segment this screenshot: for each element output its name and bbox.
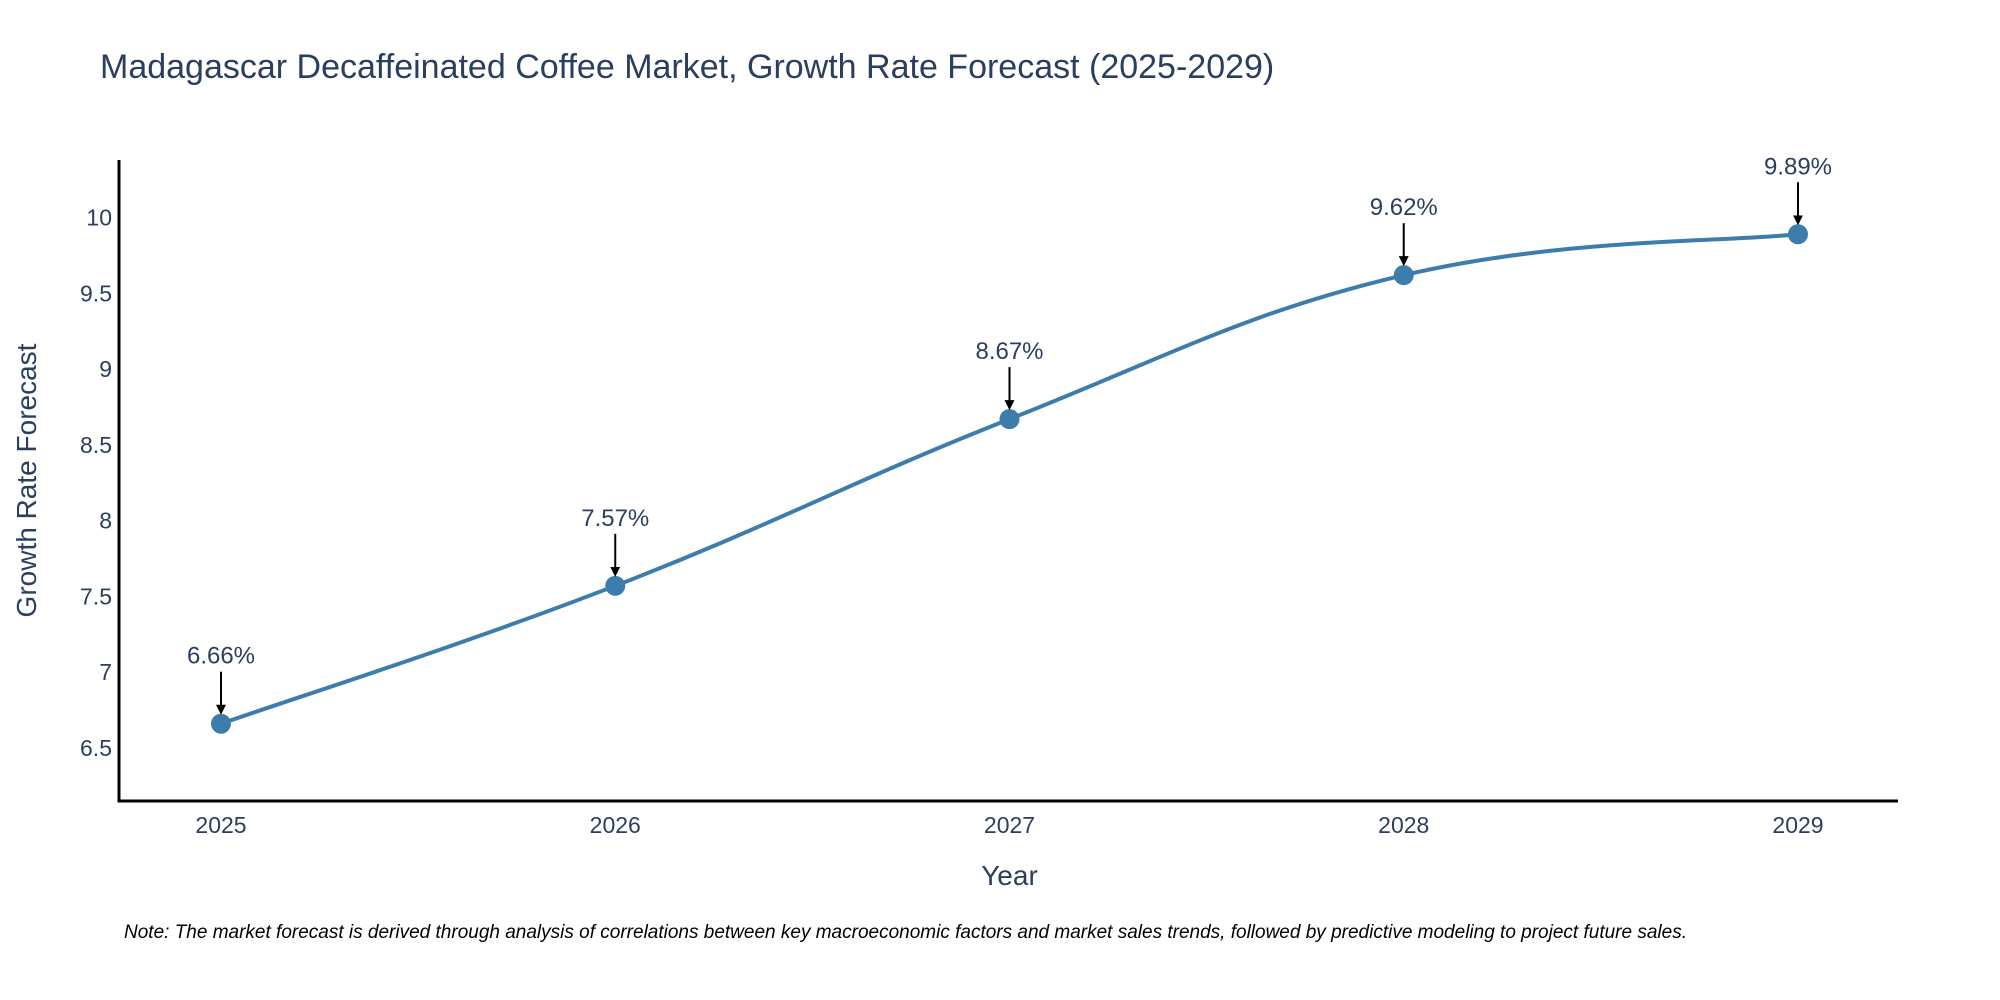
data-point xyxy=(605,575,626,596)
y-tick-label: 10 xyxy=(86,205,112,231)
y-tick-label: 7 xyxy=(99,659,112,685)
data-label: 7.57% xyxy=(581,505,649,532)
series-line xyxy=(220,232,1799,726)
y-tick-label: 8.5 xyxy=(80,432,112,458)
data-point xyxy=(1788,224,1808,245)
data-point xyxy=(1393,265,1414,286)
x-tick-label: 2025 xyxy=(195,812,246,838)
y-axis-title: Growth Rate Forecast xyxy=(11,343,42,617)
data-label: 9.89% xyxy=(1764,153,1832,180)
data-label: 8.67% xyxy=(975,338,1043,365)
y-tick-label: 9 xyxy=(99,356,112,382)
y-tick-label: 8 xyxy=(99,508,112,534)
data-point xyxy=(211,713,231,734)
data-labels-layer: 6.66% 7.57% 8.67% 9.62% 9.89% xyxy=(187,153,1832,715)
data-point xyxy=(999,409,1020,430)
y-tick-label: 7.5 xyxy=(80,583,112,609)
chart-title: Madagascar Decaffeinated Coffee Market, … xyxy=(100,48,1275,86)
x-tick-label: 2028 xyxy=(1378,812,1429,838)
y-tick-label: 6.5 xyxy=(80,735,112,761)
data-label: 6.66% xyxy=(187,643,255,670)
x-tick-label: 2029 xyxy=(1772,812,1823,838)
x-tick-label: 2026 xyxy=(590,812,641,838)
series-layer xyxy=(211,224,1808,734)
x-axis-title: Year xyxy=(981,860,1038,891)
axes: 6.5 7 7.5 8 8.5 9 9.5 10 2025 2026 2027 2028 2029 Yea… xyxy=(11,160,1898,891)
x-tick-label: 2027 xyxy=(984,812,1035,838)
data-label: 9.62% xyxy=(1370,194,1438,221)
chart-note: Note: The market forecast is derived thr… xyxy=(124,922,1687,943)
y-tick-label: 9.5 xyxy=(80,280,112,306)
